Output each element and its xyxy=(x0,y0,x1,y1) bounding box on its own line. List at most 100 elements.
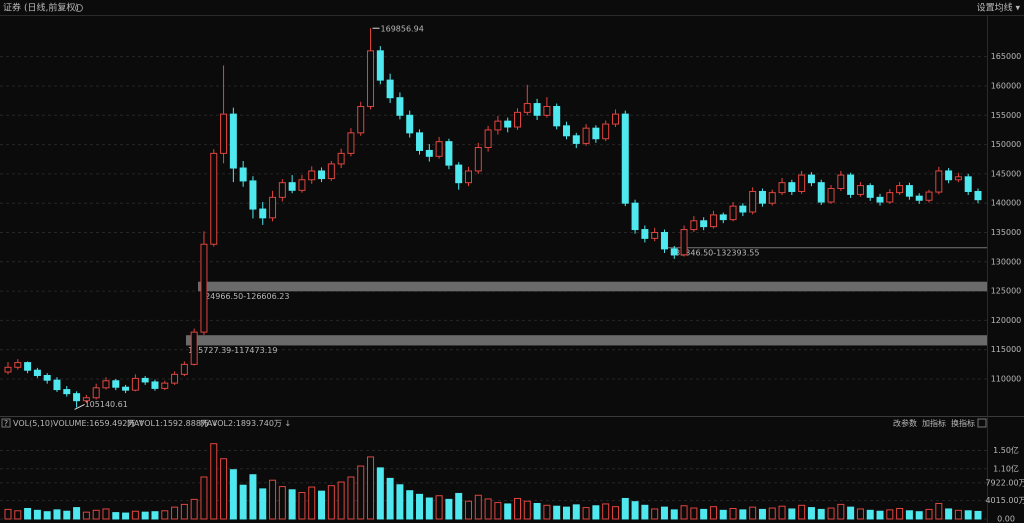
volume-bar xyxy=(572,504,580,520)
candle-body xyxy=(357,105,365,134)
y-tick-label: 4015.00万 xyxy=(985,496,1024,505)
volume-bar xyxy=(92,509,100,520)
candle-body xyxy=(523,103,531,113)
candle-body xyxy=(416,132,424,151)
candle-body xyxy=(425,149,433,157)
candle-body xyxy=(161,382,169,389)
volume-bar xyxy=(954,509,962,520)
candle-body xyxy=(856,185,864,195)
candle-body xyxy=(543,105,551,116)
volume-bar xyxy=(915,511,923,520)
y-tick-label: 1.50亿 xyxy=(993,445,1019,455)
volume-bar xyxy=(14,510,22,520)
candle-body xyxy=(298,179,306,191)
volume-bar xyxy=(935,502,943,520)
candle-body xyxy=(837,174,845,190)
volume-bar xyxy=(827,507,835,520)
candle-body xyxy=(43,374,51,381)
close-icon[interactable] xyxy=(977,418,987,428)
volume-bar xyxy=(709,506,717,520)
volume-bar xyxy=(278,486,286,520)
volume-bar xyxy=(729,508,737,520)
candle-body xyxy=(925,191,933,201)
candle-body xyxy=(229,113,237,169)
candle-body xyxy=(700,220,708,228)
zone xyxy=(186,335,987,346)
volume-bar xyxy=(690,507,698,520)
candle-body xyxy=(807,174,815,184)
candle-body xyxy=(974,190,982,201)
volume-bar xyxy=(122,512,130,520)
volume-bar xyxy=(553,505,561,520)
volume-bar xyxy=(533,502,541,520)
candle-body xyxy=(249,180,257,210)
candle-body xyxy=(141,377,149,383)
candle-body xyxy=(651,231,659,239)
volume-bar xyxy=(651,508,659,520)
vol-current: VOLUME:1659.492万 ↑ xyxy=(53,419,145,428)
candle-body xyxy=(876,196,884,203)
volume-bar xyxy=(445,498,453,520)
volume-bar xyxy=(739,509,747,520)
volume-bar xyxy=(171,506,179,520)
candle-body xyxy=(327,163,335,180)
volume-bar xyxy=(592,505,600,520)
volume-bar xyxy=(974,510,982,520)
volume-bar xyxy=(905,510,913,520)
candle-body xyxy=(406,114,414,134)
vol-ma2: MAVOL2:1893.740万 ↓ xyxy=(200,419,291,428)
candle-body xyxy=(817,182,825,203)
candle-body xyxy=(474,147,482,172)
volume-bar xyxy=(749,506,757,520)
candle-body xyxy=(641,229,649,239)
volume-bar xyxy=(484,498,492,520)
candle-body xyxy=(33,369,41,376)
volume-bar xyxy=(327,485,335,520)
candle-body xyxy=(494,120,502,131)
candle-body xyxy=(318,170,326,180)
volume-bar xyxy=(837,503,845,520)
button[interactable]: 改参数 xyxy=(893,418,917,428)
volume-bar xyxy=(523,500,531,520)
volume-bar xyxy=(406,490,414,520)
ma-menu[interactable]: 设置均线 ▾ xyxy=(977,2,1021,14)
volume-bar xyxy=(102,508,110,520)
candle-body xyxy=(347,132,355,154)
candle-body xyxy=(484,129,492,149)
volume-bar xyxy=(543,504,551,520)
zone-label: 124966.50-126606.23 xyxy=(200,292,289,301)
volume-bar xyxy=(288,489,296,520)
volume-bar xyxy=(376,467,384,520)
candle-body xyxy=(680,229,688,256)
candle-body xyxy=(269,196,277,219)
volume-bar xyxy=(798,504,806,520)
volume-bar xyxy=(945,508,953,520)
volume-bar xyxy=(53,509,61,520)
zone xyxy=(198,281,987,292)
volume-bar xyxy=(229,469,237,520)
button[interactable]: 加指标 xyxy=(922,418,946,428)
volume-bar xyxy=(788,508,796,520)
volume-bar xyxy=(131,510,139,520)
volume-bar xyxy=(180,503,188,520)
chart-title: 证券 xyxy=(3,2,21,14)
candle-body xyxy=(935,170,943,193)
candle-body xyxy=(4,366,12,373)
candle-body xyxy=(112,380,120,388)
volume-bar xyxy=(24,508,32,520)
help-icon[interactable] xyxy=(1,418,11,428)
y-tick-label: 130000 xyxy=(991,257,1022,266)
candle-body xyxy=(886,192,894,203)
volume-bar xyxy=(200,476,208,520)
y-tick-label: 115000 xyxy=(991,345,1022,354)
button[interactable]: 换指标 xyxy=(951,418,975,428)
candle-body xyxy=(386,79,394,99)
volume-bar xyxy=(269,479,277,520)
candle-body xyxy=(102,380,110,389)
settings-icon[interactable] xyxy=(75,4,83,12)
zone-label: 132346.50-132393.55 xyxy=(670,249,759,258)
volume-bar xyxy=(719,509,727,520)
candle-body xyxy=(749,190,757,213)
